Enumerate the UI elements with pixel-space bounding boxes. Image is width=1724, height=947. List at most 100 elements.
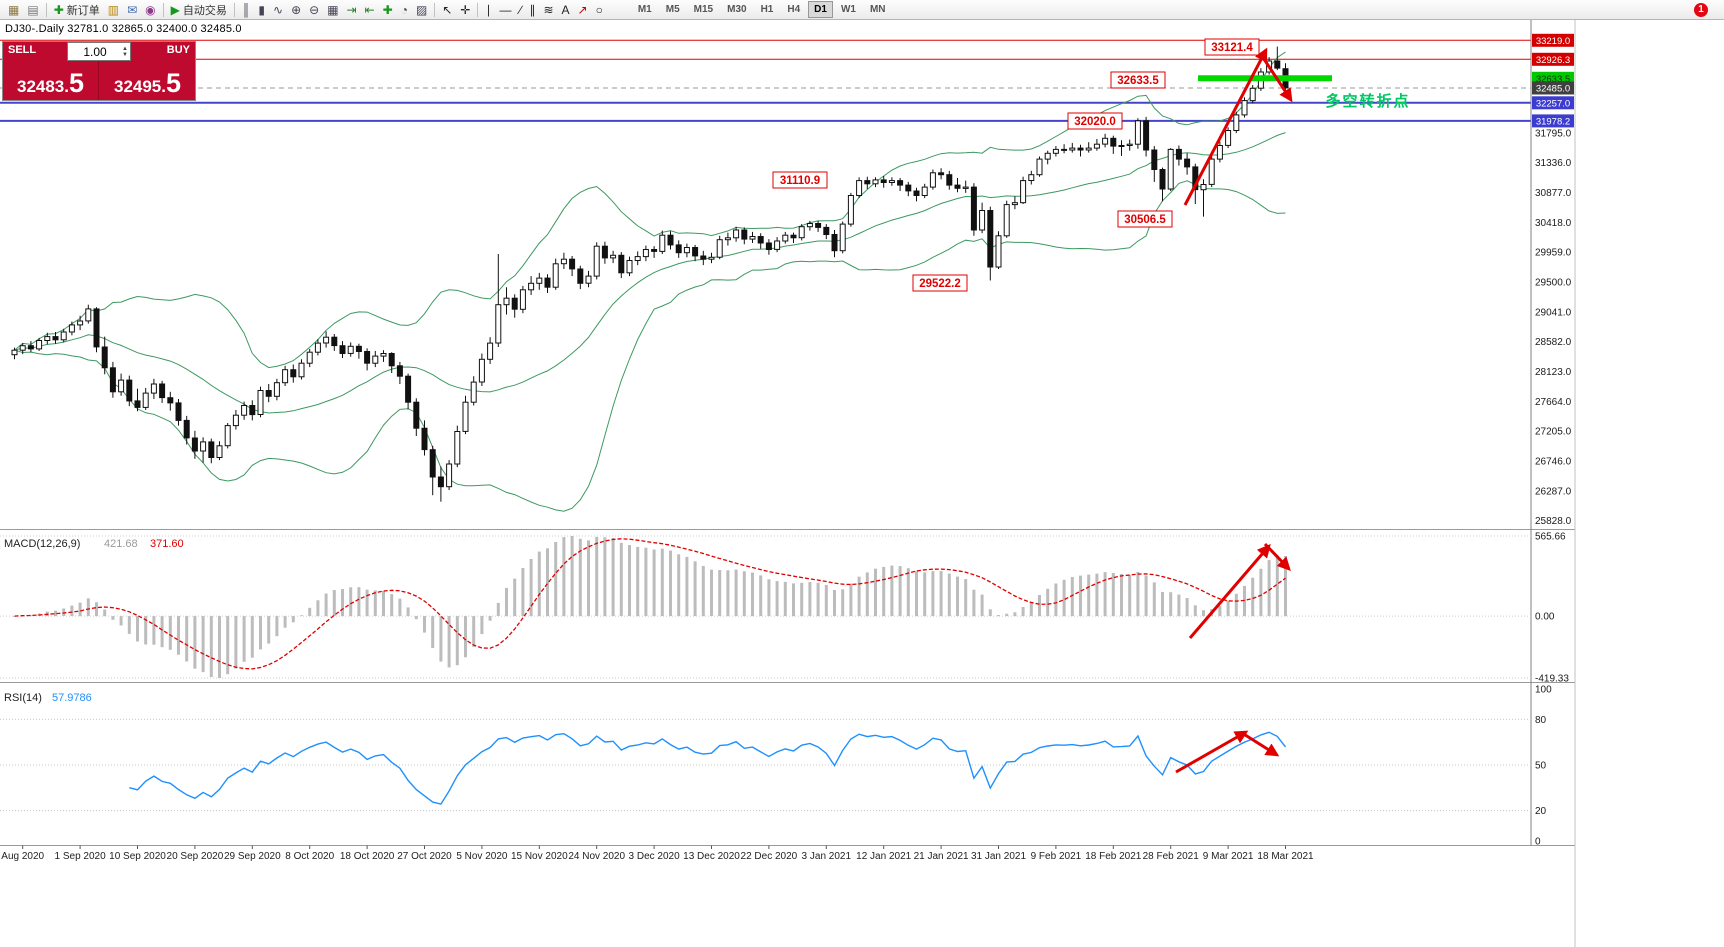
candle bbox=[1036, 156, 1043, 177]
candle bbox=[1216, 141, 1223, 163]
cursor-icon[interactable]: ↖ bbox=[438, 1, 456, 19]
candle bbox=[183, 415, 190, 445]
timeframe-d1[interactable]: D1 bbox=[808, 1, 833, 18]
macd-up-arrow[interactable] bbox=[1188, 543, 1271, 639]
main-down-arrow[interactable] bbox=[1258, 52, 1293, 103]
periods-icon[interactable]: ◔ bbox=[397, 1, 412, 19]
bars-chart-icon[interactable]: ║ bbox=[238, 1, 255, 19]
timeframe-h1[interactable]: H1 bbox=[760, 4, 774, 15]
candle bbox=[150, 378, 157, 399]
timeframe-m1[interactable]: M1 bbox=[637, 4, 652, 15]
candle bbox=[806, 220, 813, 231]
candle bbox=[864, 176, 871, 189]
new-order-button[interactable]: ✚ 新订单 bbox=[50, 1, 104, 19]
candle bbox=[1274, 46, 1281, 71]
price-callout[interactable]: 31110.9 bbox=[772, 171, 828, 189]
time-axis-label: 12 Jan 2021 bbox=[856, 851, 911, 862]
volume-up-icon[interactable]: ▲ bbox=[122, 45, 128, 52]
volume-value[interactable]: 1.00 bbox=[83, 44, 107, 59]
fibonacci-icon[interactable]: ≋ bbox=[539, 1, 557, 19]
news-icon[interactable]: ◉ bbox=[141, 1, 159, 19]
candle bbox=[405, 373, 412, 410]
chart-shift-icon[interactable]: ⇤ bbox=[361, 1, 379, 19]
macd-signal-line bbox=[14, 538, 1286, 670]
candle bbox=[44, 332, 51, 345]
zoom-in-icon[interactable]: ⊕ bbox=[287, 1, 305, 19]
candle bbox=[396, 361, 403, 384]
candle bbox=[528, 276, 535, 295]
candle bbox=[142, 387, 149, 410]
candlestick-series bbox=[11, 46, 1289, 502]
horizontal-line-icon-icon: ― bbox=[499, 2, 512, 17]
candle bbox=[675, 240, 682, 258]
time-axis-label: 20 Sep 2020 bbox=[167, 851, 224, 862]
rsi-up-arrow[interactable] bbox=[1175, 730, 1249, 774]
mail-icon[interactable]: ✉ bbox=[123, 1, 141, 19]
timeframe-m5[interactable]: M5 bbox=[665, 4, 680, 15]
candle bbox=[626, 256, 633, 277]
sell-price-main: 32483. bbox=[16, 77, 69, 96]
templates-icon[interactable]: ▨ bbox=[412, 1, 431, 19]
market-watch-icon[interactable]: ▤ bbox=[23, 1, 42, 19]
charts-window-icon[interactable]: ▦ bbox=[4, 1, 23, 19]
sell-label: SELL bbox=[8, 44, 37, 56]
terminal-icon[interactable]: ▥ bbox=[104, 1, 123, 19]
auto-scroll-icon[interactable]: ⇥ bbox=[343, 1, 361, 19]
candle bbox=[470, 376, 477, 406]
autotrading-button[interactable]: ▶ 自动交易 bbox=[167, 1, 231, 19]
annotation-text[interactable]: 多空转折点 bbox=[1325, 92, 1410, 110]
channel-icon[interactable]: ∥ bbox=[525, 1, 539, 19]
shapes-icon[interactable]: ○ bbox=[592, 1, 607, 19]
vertical-line-icon[interactable]: ∣ bbox=[481, 1, 495, 19]
candle bbox=[224, 423, 231, 449]
candle bbox=[929, 169, 936, 190]
trendline-icon[interactable]: ∕ bbox=[515, 1, 525, 19]
candle bbox=[1110, 135, 1117, 154]
price-callout[interactable]: 33121.4 bbox=[1204, 38, 1260, 56]
new-order-icon: ✚ bbox=[53, 2, 64, 17]
line-chart-icon[interactable]: ∿ bbox=[269, 1, 287, 19]
price-callout[interactable]: 32633.5 bbox=[1110, 71, 1166, 89]
macd-down-arrow[interactable] bbox=[1263, 542, 1291, 571]
indicators-icon[interactable]: ✚ bbox=[379, 1, 397, 19]
time-axis-label: 1 Sep 2020 bbox=[55, 851, 107, 862]
main-up-arrow[interactable] bbox=[1183, 47, 1268, 206]
candle bbox=[1249, 85, 1256, 104]
crosshair-icon[interactable]: ✛ bbox=[456, 1, 474, 19]
rsi-axis-label: 50 bbox=[1535, 761, 1547, 772]
candle bbox=[1233, 111, 1240, 134]
timeframe-m15[interactable]: M15 bbox=[693, 4, 714, 15]
timeframe-w1[interactable]: W1 bbox=[840, 4, 856, 15]
timeframe-mn[interactable]: MN bbox=[869, 4, 886, 15]
price-callout[interactable]: 32020.0 bbox=[1067, 112, 1123, 130]
candle bbox=[249, 400, 256, 421]
bollinger-middle-band bbox=[14, 132, 1286, 414]
time-axis-label: 31 Jan 2021 bbox=[971, 851, 1026, 862]
volume-down-icon[interactable]: ▼ bbox=[122, 51, 128, 58]
time-axis-label: 28 Feb 2021 bbox=[1143, 851, 1200, 862]
text-label-icon[interactable]: A bbox=[558, 1, 574, 19]
candle bbox=[462, 395, 469, 435]
notification-badge[interactable]: 1 bbox=[1694, 3, 1708, 17]
candle bbox=[232, 410, 239, 430]
candlestick-chart-icon[interactable]: ▮ bbox=[254, 1, 269, 19]
chart-canvas[interactable]: 31795.0 31336.0 30877.0 30418.0 29959.0 29500… bbox=[0, 20, 1724, 947]
timeframe-h4[interactable]: H4 bbox=[787, 4, 801, 15]
timeframe-m30[interactable]: M30 bbox=[727, 4, 747, 15]
volume-spinner[interactable]: ▲ ▼ bbox=[122, 46, 130, 58]
candle bbox=[1126, 139, 1133, 151]
zoom-out-icon[interactable]: ⊖ bbox=[305, 1, 323, 19]
price-callout[interactable]: 30506.5 bbox=[1117, 210, 1173, 228]
candle bbox=[200, 437, 207, 463]
rsi-label: RSI(14) bbox=[4, 692, 42, 704]
volume-input[interactable]: 1.00 ▲ ▼ bbox=[67, 42, 131, 61]
rsi-down-arrow[interactable] bbox=[1241, 731, 1280, 757]
zoom-out-icon-icon: ⊖ bbox=[309, 2, 320, 17]
price-callout[interactable]: 29522.2 bbox=[912, 274, 968, 292]
horizontal-line-icon[interactable]: ― bbox=[495, 1, 515, 19]
arrow-objects-icon[interactable]: ↗ bbox=[574, 1, 592, 19]
candle bbox=[741, 227, 748, 245]
macd-histogram bbox=[13, 536, 1287, 678]
price-badge-text: 32485.0 bbox=[1536, 83, 1570, 94]
tile-windows-icon[interactable]: ▦ bbox=[323, 1, 342, 19]
